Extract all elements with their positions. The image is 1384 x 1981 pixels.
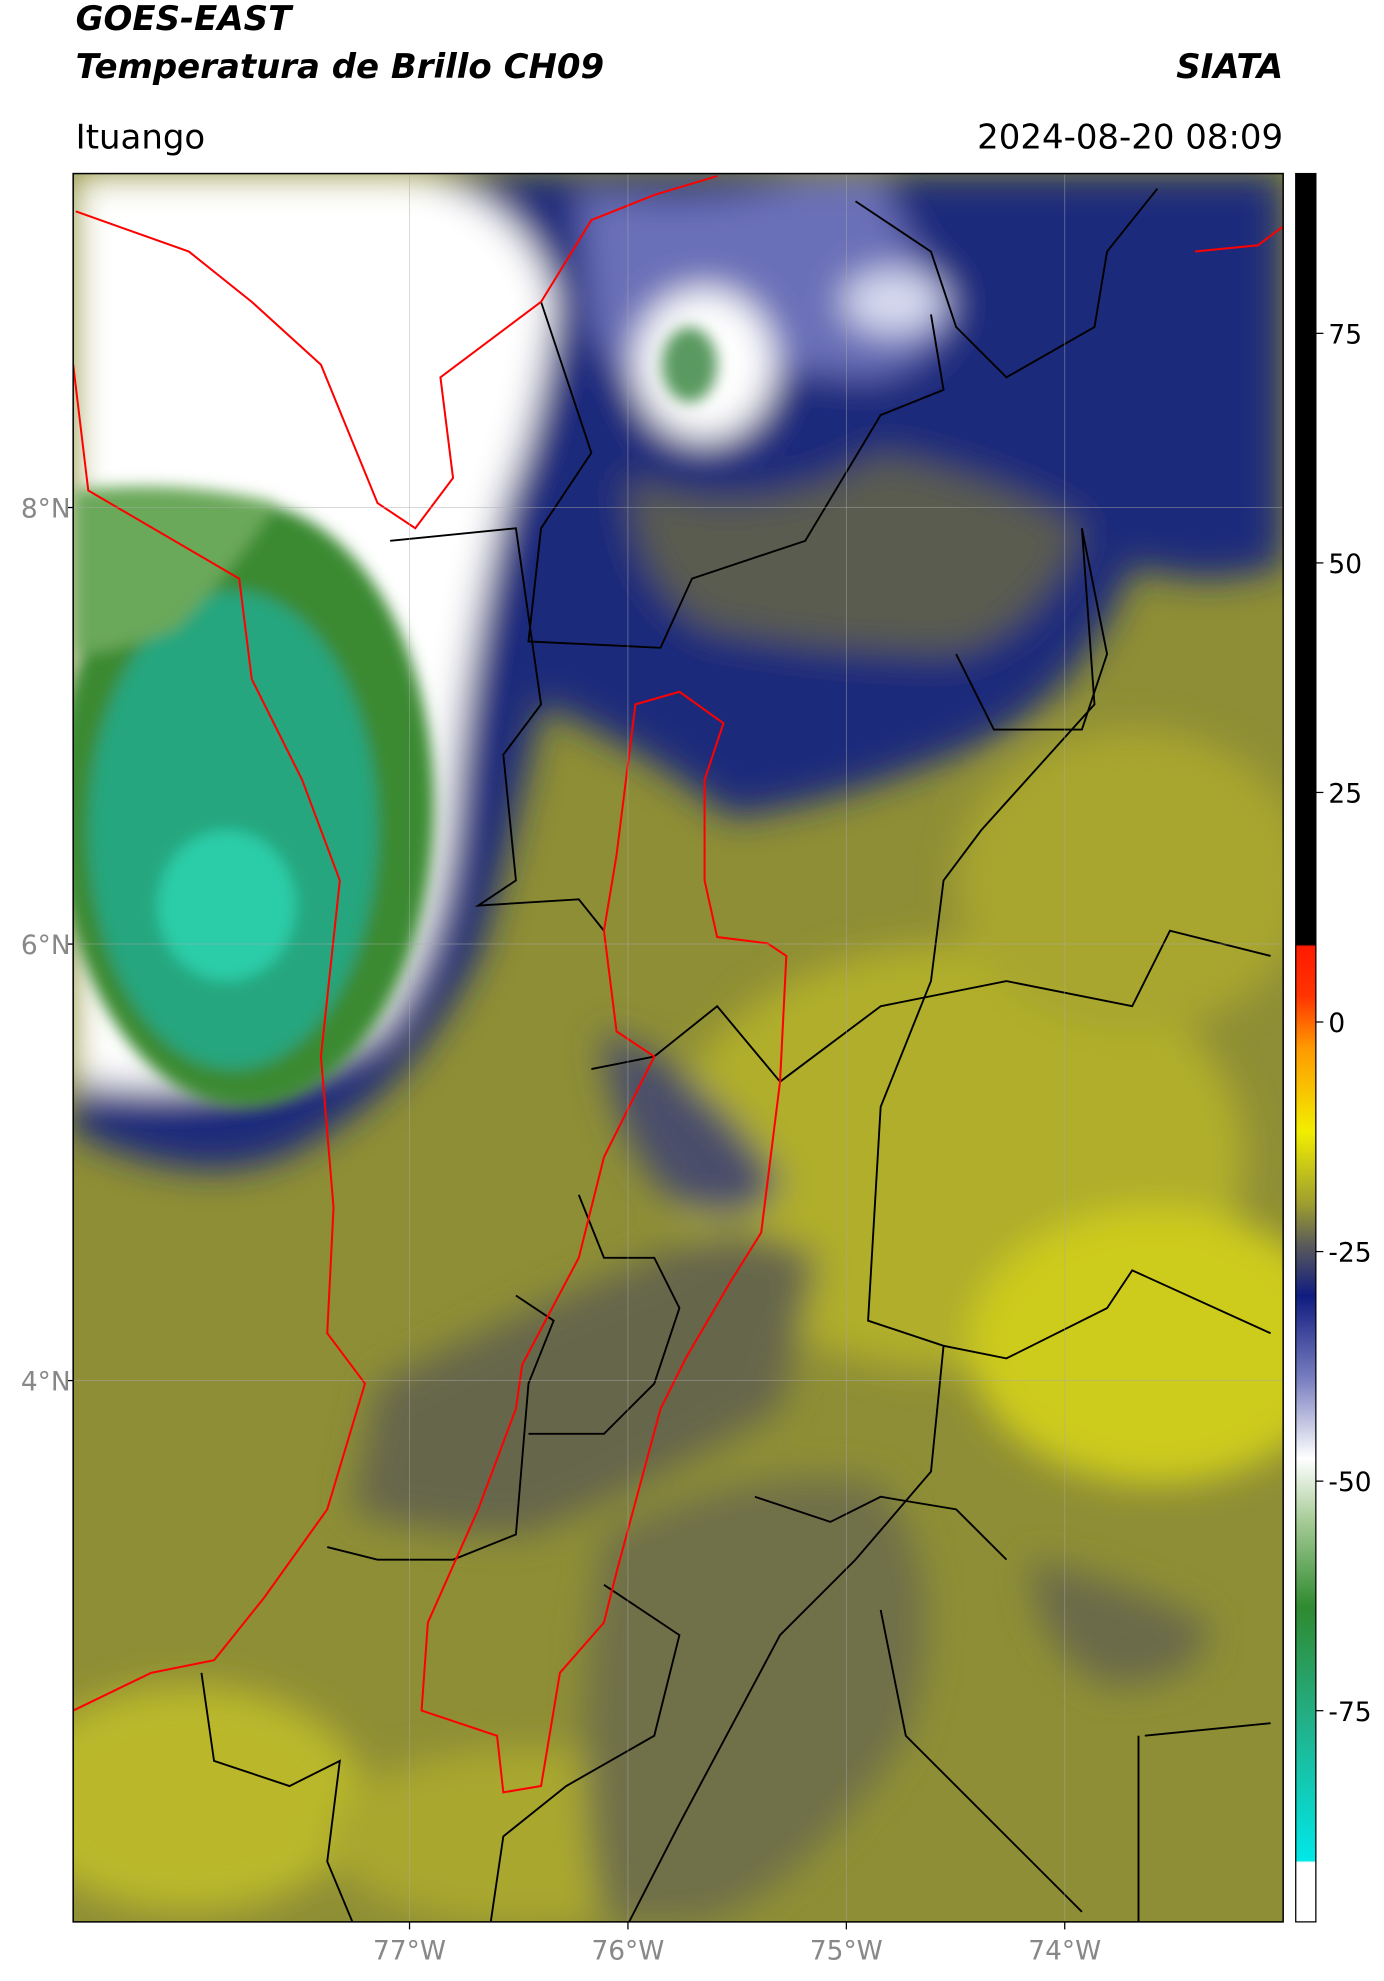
map-image <box>73 173 1284 1922</box>
colorbar-tick-label: 50 <box>1328 549 1362 580</box>
colorbar-tick-label: -75 <box>1328 1697 1371 1728</box>
y-tick-label: 4°N <box>21 1367 71 1398</box>
x-tick-label: 77°W <box>373 1936 446 1967</box>
red-borders <box>73 175 1284 1794</box>
colorbar <box>1295 172 1317 1923</box>
x-tick-label: 74°W <box>1028 1936 1101 1967</box>
admin-borders <box>200 188 1271 1922</box>
x-tick-label: 76°W <box>591 1936 664 1967</box>
y-tick-label: 8°N <box>21 494 71 525</box>
grid <box>73 173 1284 1922</box>
y-tick-label: 6°N <box>21 930 71 961</box>
subtitle: Temperatura de Brillo CH09 <box>76 47 604 87</box>
source: SIATA <box>1176 47 1283 87</box>
colorbar-tick-label: 25 <box>1328 779 1362 810</box>
datetime: 2024-08-20 08:09 <box>977 117 1283 157</box>
colorbar-tick-label: 0 <box>1328 1008 1345 1039</box>
location: Ituango <box>76 117 206 157</box>
colorbar-tick-label: -50 <box>1328 1467 1371 1498</box>
colorbar-tick-label: -25 <box>1328 1238 1371 1269</box>
x-tick-label: 75°W <box>810 1936 883 1967</box>
title: GOES-EAST <box>76 0 294 39</box>
map-frame <box>72 172 1284 1923</box>
colorbar-tick-label: 75 <box>1328 319 1362 350</box>
